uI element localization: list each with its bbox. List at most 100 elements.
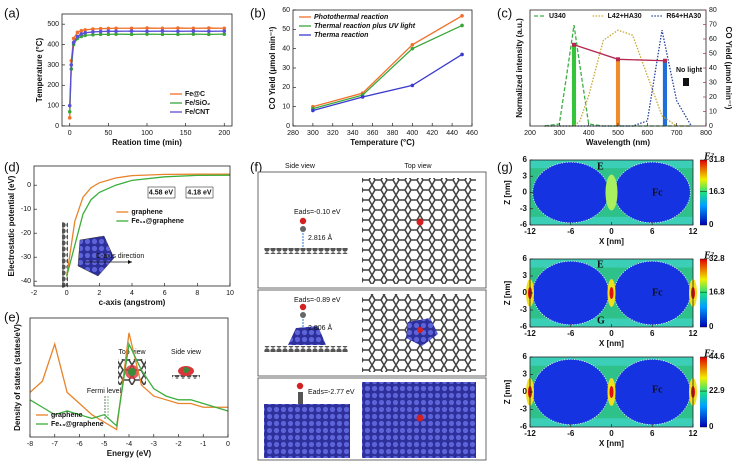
point [160, 26, 165, 31]
point [75, 34, 80, 39]
point [71, 40, 76, 45]
point [129, 26, 134, 31]
point [191, 29, 196, 33]
x-tick-label: 600 [641, 130, 653, 137]
x-tick-label: 460 [466, 130, 478, 137]
x-tick-label: 700 [671, 130, 683, 137]
y2-tick-label: 0 [709, 123, 713, 130]
x-tick-label: -7 [52, 441, 58, 448]
colorbar-tick-label: 31.8 [709, 155, 725, 164]
legend-label: Therma reaction [314, 32, 368, 39]
y-axis-label: Z [nm] [503, 180, 512, 205]
point [145, 32, 149, 36]
x-tick-label: 280 [287, 130, 299, 137]
point [222, 29, 227, 33]
point [75, 30, 80, 35]
yield-point [616, 57, 620, 62]
x-axis-label: Energy (eV) [107, 449, 152, 458]
y-tick-label: 20 [282, 84, 290, 91]
colorbar-tick-label: 16.8 [709, 287, 725, 296]
y-tick-label: 300 [47, 62, 59, 69]
legend-label: graphene [131, 209, 163, 216]
legend-label: R64+HA30 [666, 13, 701, 20]
x-tick-label: -1 [200, 441, 206, 448]
panel-label: (c) [497, 5, 512, 20]
x-tick-label: -5 [101, 441, 107, 448]
panel-label: (f) [250, 159, 262, 174]
point [145, 29, 149, 34]
y-axis-label: Density of states (states/eV) [13, 324, 22, 431]
x-tick-label: 320 [327, 130, 339, 137]
dos-structure [104, 359, 200, 420]
point [91, 30, 95, 34]
point [83, 30, 87, 35]
annotation: 4.18 eV [187, 189, 211, 196]
point [129, 32, 134, 37]
point [83, 28, 87, 32]
y-tick-label: 50 [282, 26, 290, 33]
point [114, 32, 118, 36]
x-tick-label: 0 [609, 227, 614, 236]
point [114, 26, 118, 31]
annotation: Fc [652, 187, 663, 198]
bar [662, 60, 667, 126]
point [207, 26, 211, 30]
annotation: Side view [171, 349, 202, 356]
point [106, 26, 111, 31]
y-tick-label: -10 [21, 206, 31, 213]
series-line [66, 173, 230, 277]
x-tick-label: -3 [151, 441, 157, 448]
x-axis-label: Temperature (°C) [350, 138, 415, 147]
annotation-box [185, 186, 214, 199]
y-tick-label: -3 [520, 204, 528, 213]
hot-spot [605, 174, 618, 211]
point [91, 27, 95, 31]
x-axis-label: X [nm] [599, 439, 624, 448]
legend-label: U340 [549, 13, 566, 20]
legend-label: L42+HA30 [608, 13, 642, 20]
y-tick-label: 0 [523, 387, 528, 396]
adsorption-energy: Eads=-2.77 eV [308, 389, 355, 396]
colorbar-tick-label: 0 [709, 322, 714, 331]
series-line [544, 30, 692, 127]
point [410, 46, 415, 51]
series-line [312, 15, 463, 108]
y-tick-label: 6 [523, 352, 528, 361]
x-tick-label: -6 [567, 329, 575, 338]
x-tick-label: -12 [524, 329, 536, 338]
annotation: Fermi level [87, 388, 122, 395]
y-axis-label: CO Yield (μmol min⁻¹) [268, 26, 277, 109]
x-tick-label: 12 [689, 227, 698, 236]
point [98, 32, 103, 37]
point [83, 33, 87, 38]
y-tick-label: 30 [282, 65, 290, 72]
y2-tick-label: 60 [709, 36, 717, 43]
y-tick-label: 3 [523, 171, 528, 180]
colorbar-tick-label: 44.6 [709, 352, 725, 361]
point [79, 28, 84, 33]
x-tick-label: 200 [524, 130, 536, 137]
y2-tick-label: 10 [709, 108, 717, 115]
series-line [544, 29, 692, 127]
x-tick-label: 6 [650, 429, 655, 438]
x-tick-label: 8 [195, 290, 199, 297]
x-axis-label: c-axis (angstrom) [99, 298, 166, 307]
point [98, 29, 103, 34]
x-tick-label: 800 [700, 130, 712, 137]
y-tick-label: 3 [523, 271, 528, 280]
y-tick-label: -6 [520, 322, 528, 331]
point [106, 29, 111, 34]
yield-point [662, 58, 667, 63]
point [114, 29, 118, 34]
colorbar [700, 160, 707, 225]
y-tick-label: 10 [282, 104, 290, 111]
y-tick-label: 200 [47, 82, 59, 89]
point [222, 26, 227, 31]
bar [571, 44, 577, 126]
x-tick-label: 10 [226, 290, 234, 297]
hot-core [609, 386, 614, 398]
point [222, 32, 227, 36]
x-tick-label: 6 [163, 290, 167, 297]
legend-label: Fe/CNT [185, 109, 210, 116]
